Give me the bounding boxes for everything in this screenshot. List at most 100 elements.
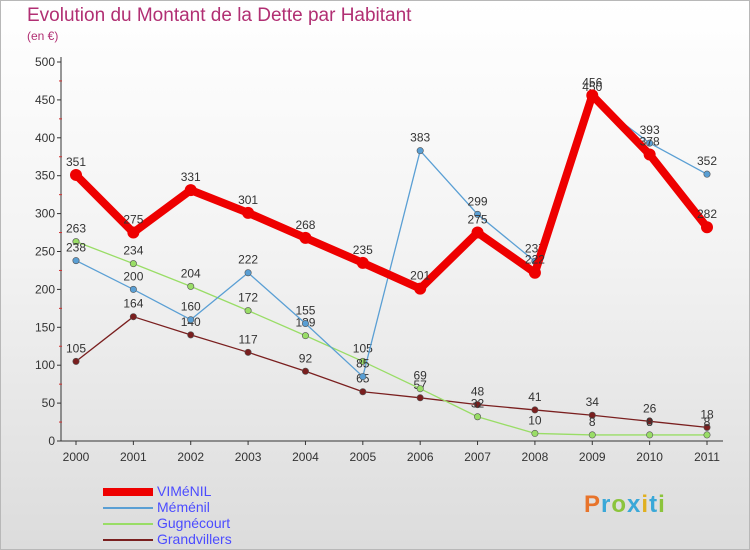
- legend-label-grandvillers: Grandvillers: [157, 531, 232, 547]
- y-tick-label: 150: [35, 320, 55, 334]
- data-point-memenil: [646, 139, 654, 147]
- data-label-gugnecourt: 105: [353, 341, 373, 355]
- data-point-vimenil: [242, 206, 255, 219]
- legend-label-gugnecourt: Gugnécourt: [157, 515, 231, 531]
- data-point-gugnecourt: [301, 332, 309, 340]
- data-point-vimenil: [643, 148, 656, 161]
- proxiti-logo: Proxiti: [584, 491, 666, 518]
- data-point-vimenil: [299, 231, 312, 244]
- data-point-gugnecourt: [72, 238, 80, 246]
- data-point-gugnecourt: [703, 431, 711, 439]
- data-label-vimenil: 378: [640, 134, 660, 148]
- data-point-gugnecourt: [646, 431, 654, 439]
- chart-subtitle: (en €): [27, 29, 59, 43]
- data-label-gugnecourt: 204: [181, 266, 201, 280]
- y-tick-label: 100: [35, 358, 55, 372]
- data-label-grandvillers: 26: [643, 401, 657, 415]
- x-tick-label: 2009: [579, 450, 606, 464]
- data-label-grandvillers: 41: [528, 390, 542, 404]
- data-point-gugnecourt: [416, 385, 424, 393]
- data-point-vimenil: [356, 256, 369, 269]
- data-point-vimenil: [184, 184, 197, 197]
- data-point-memenil: [72, 257, 80, 265]
- y-tick-label: 350: [35, 169, 55, 183]
- data-label-vimenil: 268: [295, 218, 315, 232]
- data-point-memenil: [359, 373, 367, 381]
- data-point-gugnecourt: [588, 431, 596, 439]
- data-point-memenil: [129, 285, 137, 293]
- data-point-memenil: [187, 316, 195, 324]
- data-label-gugnecourt: 8: [646, 415, 653, 429]
- data-label-gugnecourt: 8: [704, 415, 711, 429]
- data-label-memenil: 200: [123, 269, 143, 283]
- x-tick-label: 2005: [349, 450, 376, 464]
- y-tick-label: 400: [35, 131, 55, 145]
- data-label-grandvillers: 48: [471, 385, 485, 399]
- y-tick-label: 200: [35, 282, 55, 296]
- x-tick-label: 2006: [407, 450, 434, 464]
- data-point-grandvillers: [72, 357, 80, 365]
- x-tick-label: 2004: [292, 450, 319, 464]
- data-point-grandvillers: [416, 394, 424, 402]
- data-point-memenil: [301, 320, 309, 328]
- legend-swatch-memenil: [103, 507, 153, 509]
- data-point-memenil: [474, 210, 482, 218]
- data-point-grandvillers: [187, 331, 195, 339]
- y-tick-label: 0: [48, 434, 55, 448]
- data-point-gugnecourt: [244, 307, 252, 315]
- legend-swatch-gugnecourt: [103, 523, 153, 525]
- data-label-memenil: 155: [295, 304, 315, 318]
- data-label-vimenil: 331: [181, 170, 201, 184]
- data-point-vimenil: [471, 226, 484, 239]
- data-point-memenil: [416, 147, 424, 155]
- data-label-grandvillers: 92: [299, 351, 313, 365]
- series-line-memenil: [75, 99, 708, 378]
- data-point-gugnecourt: [187, 282, 195, 290]
- data-label-gugnecourt: 8: [589, 415, 596, 429]
- x-tick-label: 2001: [120, 450, 147, 464]
- series-line-vimenil: [72, 91, 711, 293]
- data-point-grandvillers: [244, 348, 252, 356]
- data-point-vimenil: [127, 226, 140, 239]
- data-point-gugnecourt: [474, 413, 482, 421]
- data-point-vimenil: [701, 221, 713, 234]
- data-label-vimenil: 456: [582, 75, 602, 89]
- y-tick-label: 500: [35, 55, 55, 69]
- data-point-vimenil: [528, 266, 541, 279]
- legend-label-vimenil: VIMéNIL: [157, 483, 212, 499]
- data-point-vimenil: [414, 282, 427, 295]
- data-label-grandvillers: 18: [700, 407, 714, 421]
- data-label-vimenil: 282: [697, 207, 717, 221]
- data-point-grandvillers: [301, 367, 309, 375]
- data-point-grandvillers: [474, 401, 482, 409]
- data-point-grandvillers: [703, 423, 711, 431]
- data-label-gugnecourt: 69: [414, 369, 428, 383]
- data-label-gugnecourt: 32: [471, 397, 485, 411]
- data-label-gugnecourt: 234: [123, 244, 143, 258]
- x-tick-label: 2010: [636, 450, 663, 464]
- data-label-memenil: 393: [640, 123, 660, 137]
- data-label-memenil: 85: [356, 357, 370, 371]
- data-point-gugnecourt: [531, 429, 539, 437]
- data-label-vimenil: 235: [353, 243, 373, 257]
- data-point-memenil: [703, 170, 711, 178]
- y-tick-label: 50: [42, 396, 56, 410]
- x-tick-label: 2011: [694, 450, 720, 464]
- x-tick-label: 2002: [177, 450, 204, 464]
- data-point-vimenil: [70, 168, 82, 181]
- y-tick-label: 450: [35, 93, 55, 107]
- data-label-memenil: 383: [410, 131, 430, 145]
- x-tick-label: 2007: [464, 450, 491, 464]
- data-label-grandvillers: 117: [239, 332, 258, 346]
- data-label-gugnecourt: 172: [238, 291, 258, 305]
- data-point-vimenil: [586, 89, 599, 102]
- data-label-vimenil: 201: [410, 269, 430, 283]
- x-tick-label: 2000: [63, 450, 90, 464]
- data-point-grandvillers: [531, 406, 539, 414]
- data-label-memenil: 160: [181, 300, 201, 314]
- series-line-grandvillers: [75, 316, 708, 429]
- data-label-vimenil: 275: [123, 213, 143, 227]
- data-label-memenil: 238: [66, 241, 86, 255]
